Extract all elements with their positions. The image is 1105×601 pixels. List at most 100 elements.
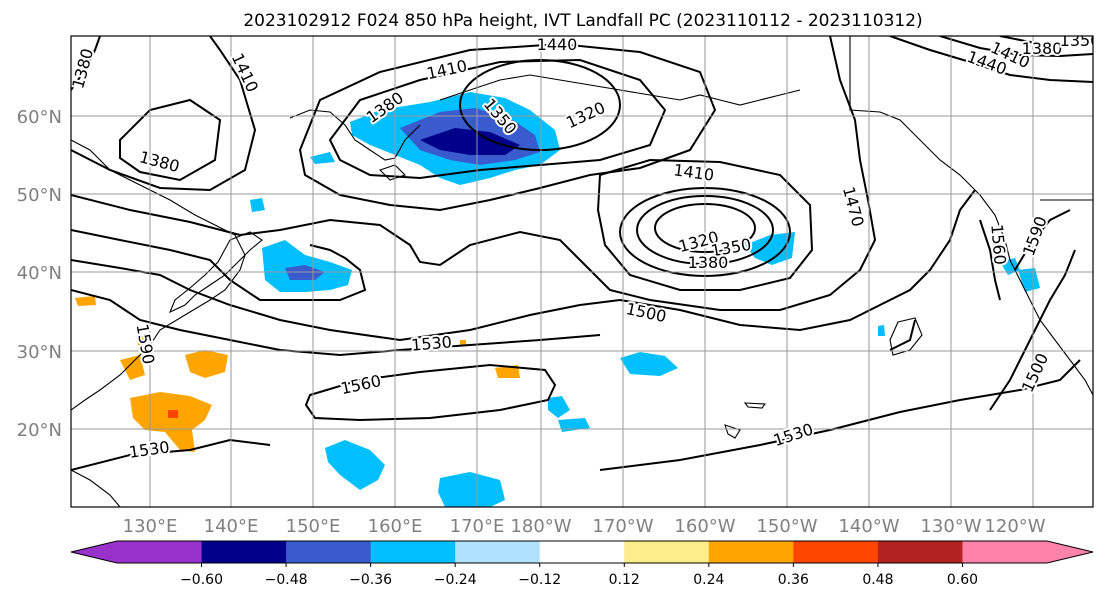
lon-label: 180°W <box>510 516 571 537</box>
contour-label: 1380 <box>1022 39 1063 58</box>
colorbar-tick-label: −0.24 <box>434 572 477 588</box>
ivt-region <box>495 365 520 378</box>
ivt-region <box>878 325 885 336</box>
north-america-coast <box>849 36 1093 396</box>
map-title: 2023102912 F024 850 hPa height, IVT Land… <box>243 11 922 31</box>
colorbar-tick-label: −0.12 <box>518 572 561 588</box>
lat-label: 40°N <box>17 263 62 284</box>
coastline <box>289 109 421 161</box>
map-panel: 1440 1410 1410 1380 1380 1380 1350 1320 … <box>70 31 1101 508</box>
contour-1530 <box>71 289 601 357</box>
contour-label: 1380 <box>688 253 729 272</box>
coastlines <box>71 36 1093 507</box>
colorbar-box <box>201 541 287 563</box>
hawaii <box>743 402 767 409</box>
ivt-region <box>75 296 96 306</box>
colorbar-tick-label: 0.12 <box>609 572 640 588</box>
ivt-region <box>168 410 178 418</box>
colorbar-box <box>117 541 203 563</box>
contour-1380-nw <box>71 36 101 91</box>
coastline <box>71 139 246 411</box>
lon-label: 140°E <box>204 516 259 537</box>
height-contours <box>71 36 1093 471</box>
graticule <box>71 36 1093 507</box>
colorbar-ticks: −0.60 −0.48 −0.36 −0.24 −0.12 0.12 0.24 0.36 0.4… <box>180 563 978 588</box>
lat-label: 30°N <box>17 342 62 363</box>
lon-label: 160°E <box>368 516 423 537</box>
latitude-labels: 20°N 30°N 40°N 50°N 60°N <box>17 107 62 441</box>
ivt-region <box>250 198 265 212</box>
ivt-region <box>438 472 505 507</box>
contour-1410 <box>596 158 814 291</box>
lat-label: 50°N <box>17 185 62 206</box>
colorbar-box <box>793 541 879 563</box>
japan-coast <box>168 231 263 314</box>
lon-label: 170°E <box>450 516 505 537</box>
contour-1560 <box>304 363 557 422</box>
lon-label: 130°E <box>123 516 178 537</box>
ivt-region <box>620 352 678 376</box>
colorbar-box <box>877 541 963 563</box>
contour-1380-west <box>119 98 222 182</box>
lon-label: 170°W <box>592 516 653 537</box>
colorbar-box <box>286 541 372 563</box>
colorbar: −0.60 −0.48 −0.36 −0.24 −0.12 0.12 0.24 0.36 0.4… <box>70 540 1094 588</box>
contour-1500 <box>71 189 976 342</box>
contour-1500-east <box>989 249 1076 411</box>
colorbar-box <box>539 541 625 563</box>
colorbar-box <box>962 541 1048 563</box>
longitude-labels: 130°E 140°E 150°E 160°E 170°E 180°W 170°… <box>123 516 1046 537</box>
ivt-region <box>548 396 570 418</box>
colorbar-min-extension <box>71 541 117 563</box>
lon-label: 120°W <box>984 516 1045 537</box>
contour-label: 1350 <box>1060 31 1101 50</box>
contour-1410-ne <box>939 36 1093 58</box>
lon-label: 150°E <box>286 516 341 537</box>
contour-1530-east <box>599 359 1081 471</box>
colorbar-tick-label: 0.24 <box>693 572 724 588</box>
colorbar-outline <box>70 540 1094 564</box>
contour-label: 1530 <box>410 332 452 354</box>
colorbar-box <box>624 541 710 563</box>
colorbar-box <box>370 541 456 563</box>
colorbar-tick-label: 0.36 <box>778 572 809 588</box>
contour-1380-ne <box>999 36 1093 45</box>
coastline <box>71 469 121 507</box>
contour-1440-ne <box>889 36 1093 83</box>
ivt-region <box>120 355 145 380</box>
ivt-region <box>745 232 795 265</box>
ivt-region <box>420 128 520 155</box>
contour-1410-west <box>71 36 257 192</box>
lon-label: 140°W <box>838 516 899 537</box>
lon-label: 130°W <box>920 516 981 537</box>
alaska-coast <box>439 74 801 106</box>
colorbar-tick-label: 0.60 <box>947 572 978 588</box>
ivt-region <box>185 350 228 378</box>
ivt-region <box>137 334 150 345</box>
contour-1350-north <box>328 58 667 180</box>
colorbar-boxes <box>117 541 1048 563</box>
contour-small <box>889 319 916 351</box>
hawaii <box>724 424 741 439</box>
lat-label: 20°N <box>17 420 62 441</box>
contour-1560-east <box>979 219 1001 301</box>
colorbar-tick-label: −0.60 <box>180 572 223 588</box>
contour-1590 <box>1014 209 1071 271</box>
colorbar-tick-label: −0.36 <box>349 572 392 588</box>
map-frame <box>70 35 1094 508</box>
colorbar-box <box>455 541 541 563</box>
lon-label: 160°W <box>674 516 735 537</box>
ivt-region <box>325 440 385 490</box>
contour-1500-west <box>71 229 367 301</box>
contour-1530-south <box>71 438 271 471</box>
colorbar-max-extension <box>1047 541 1093 563</box>
contour-label: 1560 <box>987 223 1009 265</box>
colorbar-tick-label: 0.48 <box>862 572 893 588</box>
contour-shape <box>889 317 923 356</box>
contour-1410-north <box>298 42 717 212</box>
lon-label: 150°W <box>756 516 817 537</box>
colorbar-tick-label: −0.48 <box>265 572 308 588</box>
lat-label: 60°N <box>17 107 62 128</box>
colorbar-box <box>708 541 794 563</box>
